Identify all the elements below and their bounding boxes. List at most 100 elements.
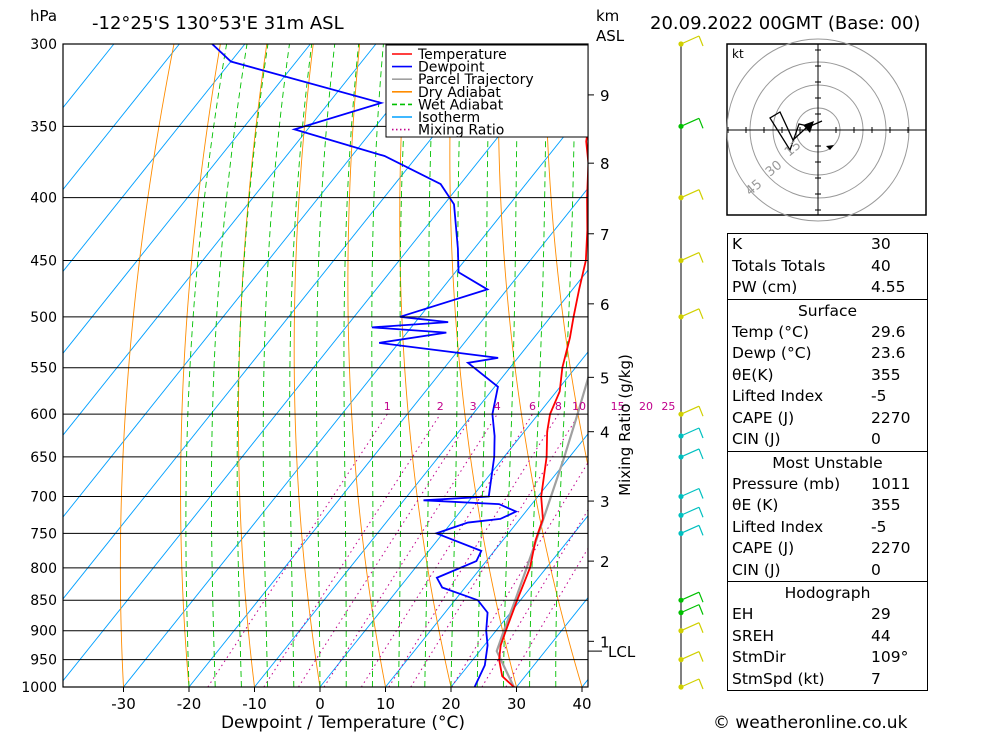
pressure-tick-label: 650 <box>30 450 57 466</box>
isotherm-line <box>63 44 311 354</box>
unstable-row: Lifted Index -5 <box>728 517 927 539</box>
wind-barb-dot <box>678 657 684 663</box>
general-row: Totals Totals 40 <box>728 256 927 278</box>
height-unit: km <box>596 7 619 25</box>
isotherm-line <box>188 187 588 687</box>
temp-tick-label: 0 <box>315 695 325 713</box>
isotherm-line <box>63 44 442 518</box>
general-value: 4.55 <box>871 278 906 296</box>
legend-label: Isotherm <box>418 110 480 126</box>
temp-tick-label: -30 <box>111 695 136 713</box>
isotherm-line <box>254 269 588 687</box>
height-tick-label: 4 <box>600 424 610 442</box>
dewpoint-series <box>211 44 519 687</box>
wet-adiabat-line <box>236 44 269 687</box>
dry-adiabat-line <box>119 44 175 687</box>
surface-label: Temp (°C) <box>732 322 809 341</box>
isotherm-line <box>319 351 588 687</box>
wind-barb <box>678 524 704 536</box>
unstable-label: θE (K) <box>732 496 779 514</box>
wind-barb-flag <box>698 651 704 662</box>
plot-frame <box>62 43 589 688</box>
dry-adiabat-line <box>592 44 713 687</box>
wind-barb-shaft <box>680 35 700 45</box>
mixing-ratio-label: 6 <box>529 400 536 413</box>
general-row: K 30 <box>728 234 927 256</box>
wind-barb-shaft <box>680 604 700 614</box>
hodograph-label: StmSpd (kt) <box>732 669 825 688</box>
legend-label: Parcel Trajectory <box>418 72 534 88</box>
temp-tick-label: -10 <box>242 695 267 713</box>
mixing-ratio-label: 3 <box>470 400 477 413</box>
wind-barb-flag <box>698 405 704 417</box>
wind-barb <box>678 189 704 201</box>
isotherm-line <box>63 44 508 600</box>
mixing-ratio-line <box>207 413 388 687</box>
unstable-row: CAPE (J) 2270 <box>728 538 927 560</box>
pressure-unit: hPa <box>30 7 57 25</box>
dry-adiabat-line <box>293 44 321 687</box>
unstable-value: 0 <box>871 560 881 579</box>
surface-label: θE(K) <box>732 365 774 384</box>
wind-barb-shaft <box>680 251 700 262</box>
wind-barb-shaft <box>680 678 700 688</box>
hodograph-storm-marker <box>803 121 814 133</box>
unstable-value: -5 <box>871 517 887 536</box>
height-tick-label: 3 <box>600 493 610 511</box>
unstable-label: CIN (J) <box>732 560 781 579</box>
surface-value: 2270 <box>871 408 911 427</box>
hodograph-indices: EH 29 SREH 44 StmDir 109° StmSpd (kt) 7 <box>728 604 927 690</box>
legend-label: Mixing Ratio <box>418 123 504 139</box>
pressure-tick-label: 800 <box>30 561 57 577</box>
dry-adiabat-line <box>449 44 517 687</box>
surface-label: Dewp (°C) <box>732 344 812 362</box>
temp-tick-label: 20 <box>441 695 460 713</box>
wind-barb <box>678 35 704 47</box>
wet-adiabat-line <box>185 44 228 687</box>
surface-row: CIN (J) 0 <box>728 429 927 451</box>
surface-value: 0 <box>871 430 881 448</box>
wind-barb-flag <box>698 448 704 460</box>
dry-adiabat-line <box>917 44 1000 687</box>
wind-barb-shaft <box>680 308 700 318</box>
mixing-ratio-label: 10 <box>572 400 586 413</box>
general-indices: K 30 Totals Totals 40 PW (cm) 4.55 <box>728 234 927 299</box>
wind-barb-shaft <box>680 524 700 534</box>
wind-barb-shaft <box>680 427 700 437</box>
run-datetime: 20.09.2022 00GMT (Base: 00) <box>650 13 920 34</box>
unstable-indices: Pressure (mb) 1011 θE (K) 355 Lifted Index -5… <box>728 474 927 582</box>
wind-barb-shaft <box>680 622 700 632</box>
general-label: Totals Totals <box>732 256 826 275</box>
height-tick-label: 2 <box>600 553 610 571</box>
wind-barb-shaft <box>680 506 700 516</box>
wind-barb-shaft <box>680 405 700 415</box>
hodograph-row: EH 29 <box>728 604 927 626</box>
hodograph-label: EH <box>732 605 754 623</box>
general-value: 30 <box>871 235 891 253</box>
surface-value: 355 <box>871 365 901 384</box>
dry-adiabat-line <box>238 44 268 687</box>
isotherm-line <box>63 44 180 191</box>
wind-barb <box>678 117 704 129</box>
isotherm-line <box>450 515 588 687</box>
surface-label: CIN (J) <box>732 430 781 448</box>
mixing-ratio-label: 4 <box>494 400 501 413</box>
hodograph-label: StmDir <box>732 648 786 666</box>
surface-row: Temp (°C) 29.6 <box>728 322 927 344</box>
wind-barb <box>678 651 704 663</box>
wind-barb-flag <box>698 591 704 603</box>
hodograph-value: 29 <box>871 605 891 623</box>
isotherm-line <box>63 44 377 436</box>
hodograph-row: SREH 44 <box>728 626 927 648</box>
mixing-ratio-line <box>451 461 588 687</box>
wind-barb-flag <box>698 189 704 200</box>
hodograph-trace <box>769 111 823 152</box>
temp-tick-label: 10 <box>376 695 395 713</box>
mixing-ratio-label: 2 <box>437 400 444 413</box>
wet-adiabat-line <box>529 44 548 687</box>
wind-barb-shaft <box>680 189 700 199</box>
dry-adiabat-line <box>399 44 452 687</box>
wind-barb-shaft <box>680 117 700 127</box>
unstable-label: CAPE (J) <box>732 539 795 557</box>
